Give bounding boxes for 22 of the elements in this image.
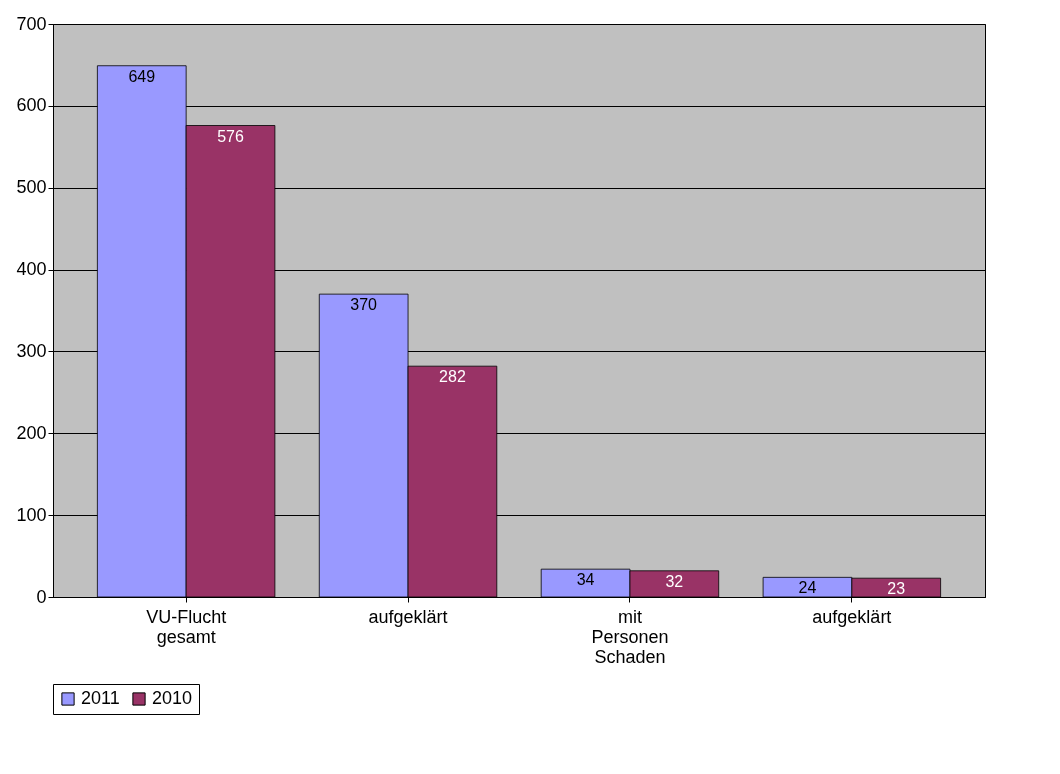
y-tick-label: 600: [16, 95, 47, 116]
y-tick-label: 500: [16, 177, 47, 198]
data-label: 23: [887, 580, 906, 598]
legend-label: 2010: [152, 688, 193, 708]
x-tick-label: mit Personen Schaden: [591, 606, 669, 667]
x-tick-label: aufgeklärt: [812, 606, 892, 627]
data-label: 282: [439, 368, 466, 386]
data-label: 370: [350, 296, 378, 314]
data-label: 32: [665, 572, 684, 590]
data-label: 576: [217, 127, 244, 145]
y-tick-label: 300: [16, 340, 47, 361]
legend-label: 2011: [81, 688, 120, 708]
y-tick-label: 700: [16, 13, 47, 34]
y-tick-label: 100: [16, 504, 47, 525]
y-tick-label: 200: [16, 422, 47, 443]
data-label: 24: [798, 579, 817, 597]
data-label: 649: [128, 67, 156, 85]
y-tick-label: 0: [36, 586, 47, 607]
data-label: 34: [576, 571, 595, 589]
y-tick-label: 400: [16, 259, 47, 280]
x-tick-label: VU-Flucht gesamt: [146, 606, 227, 647]
x-tick-label: aufgeklärt: [368, 606, 448, 627]
